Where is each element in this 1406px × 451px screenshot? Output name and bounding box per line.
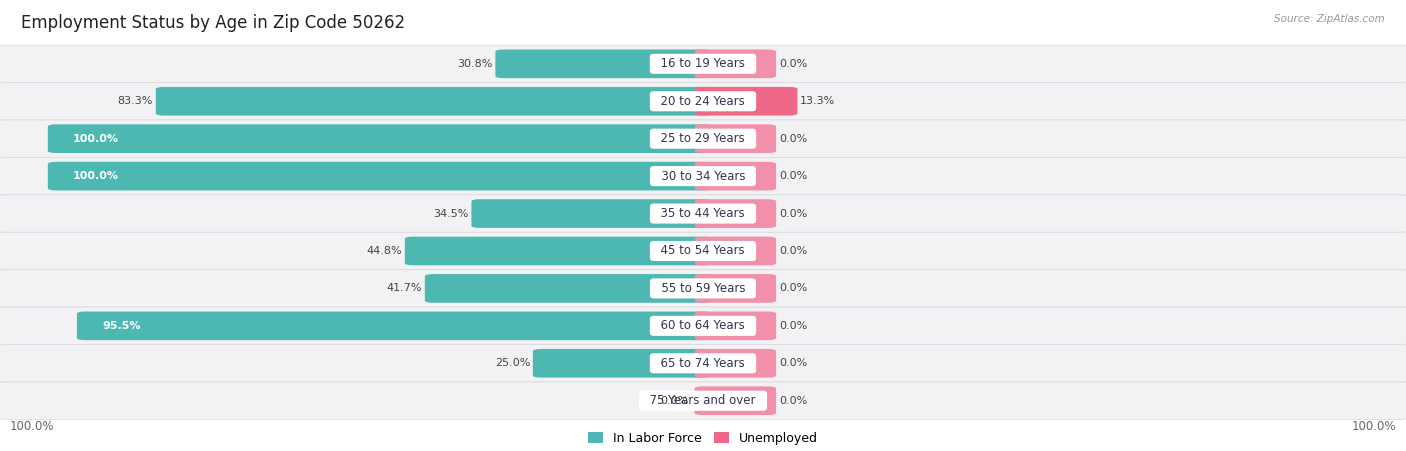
FancyBboxPatch shape: [156, 87, 711, 115]
Text: 65 to 74 Years: 65 to 74 Years: [654, 357, 752, 370]
Text: 45 to 54 Years: 45 to 54 Years: [654, 244, 752, 258]
FancyBboxPatch shape: [695, 87, 797, 115]
Text: 41.7%: 41.7%: [387, 283, 422, 294]
FancyBboxPatch shape: [0, 232, 1406, 270]
FancyBboxPatch shape: [471, 199, 711, 228]
FancyBboxPatch shape: [0, 83, 1406, 120]
Text: 0.0%: 0.0%: [779, 208, 807, 219]
Text: 0.0%: 0.0%: [661, 396, 689, 406]
FancyBboxPatch shape: [77, 312, 711, 340]
FancyBboxPatch shape: [0, 157, 1406, 195]
FancyBboxPatch shape: [0, 120, 1406, 157]
Text: 34.5%: 34.5%: [433, 208, 468, 219]
FancyBboxPatch shape: [0, 382, 1406, 419]
Text: 75 Years and over: 75 Years and over: [643, 394, 763, 407]
Text: 0.0%: 0.0%: [779, 133, 807, 144]
Text: 0.0%: 0.0%: [779, 358, 807, 368]
FancyBboxPatch shape: [533, 349, 711, 377]
FancyBboxPatch shape: [695, 50, 776, 78]
FancyBboxPatch shape: [48, 162, 711, 190]
FancyBboxPatch shape: [425, 274, 711, 303]
Text: 95.5%: 95.5%: [103, 321, 141, 331]
FancyBboxPatch shape: [695, 349, 776, 377]
Text: 0.0%: 0.0%: [779, 321, 807, 331]
Text: 35 to 44 Years: 35 to 44 Years: [654, 207, 752, 220]
FancyBboxPatch shape: [405, 237, 711, 265]
FancyBboxPatch shape: [48, 124, 711, 153]
FancyBboxPatch shape: [695, 312, 776, 340]
FancyBboxPatch shape: [695, 124, 776, 153]
Text: 100.0%: 100.0%: [10, 420, 55, 433]
FancyBboxPatch shape: [695, 274, 776, 303]
Text: 20 to 24 Years: 20 to 24 Years: [654, 95, 752, 108]
Text: 0.0%: 0.0%: [779, 246, 807, 256]
Text: 0.0%: 0.0%: [779, 171, 807, 181]
Text: 0.0%: 0.0%: [779, 283, 807, 294]
FancyBboxPatch shape: [0, 195, 1406, 232]
FancyBboxPatch shape: [495, 50, 711, 78]
Text: 100.0%: 100.0%: [73, 171, 120, 181]
FancyBboxPatch shape: [695, 162, 776, 190]
Text: 83.3%: 83.3%: [118, 96, 153, 106]
FancyBboxPatch shape: [0, 307, 1406, 345]
Text: 100.0%: 100.0%: [1351, 420, 1396, 433]
FancyBboxPatch shape: [0, 345, 1406, 382]
Text: 0.0%: 0.0%: [779, 396, 807, 406]
Text: 0.0%: 0.0%: [779, 59, 807, 69]
FancyBboxPatch shape: [695, 199, 776, 228]
Text: 30.8%: 30.8%: [457, 59, 492, 69]
FancyBboxPatch shape: [0, 45, 1406, 83]
Text: 25 to 29 Years: 25 to 29 Years: [654, 132, 752, 145]
Text: 30 to 34 Years: 30 to 34 Years: [654, 170, 752, 183]
Legend: In Labor Force, Unemployed: In Labor Force, Unemployed: [588, 432, 818, 445]
Text: Employment Status by Age in Zip Code 50262: Employment Status by Age in Zip Code 502…: [21, 14, 405, 32]
FancyBboxPatch shape: [695, 387, 776, 415]
Text: Source: ZipAtlas.com: Source: ZipAtlas.com: [1274, 14, 1385, 23]
FancyBboxPatch shape: [0, 270, 1406, 307]
Text: 25.0%: 25.0%: [495, 358, 530, 368]
FancyBboxPatch shape: [695, 237, 776, 265]
Text: 44.8%: 44.8%: [367, 246, 402, 256]
Text: 13.3%: 13.3%: [800, 96, 835, 106]
Text: 60 to 64 Years: 60 to 64 Years: [654, 319, 752, 332]
Text: 100.0%: 100.0%: [73, 133, 120, 144]
Text: 55 to 59 Years: 55 to 59 Years: [654, 282, 752, 295]
Text: 16 to 19 Years: 16 to 19 Years: [654, 57, 752, 70]
